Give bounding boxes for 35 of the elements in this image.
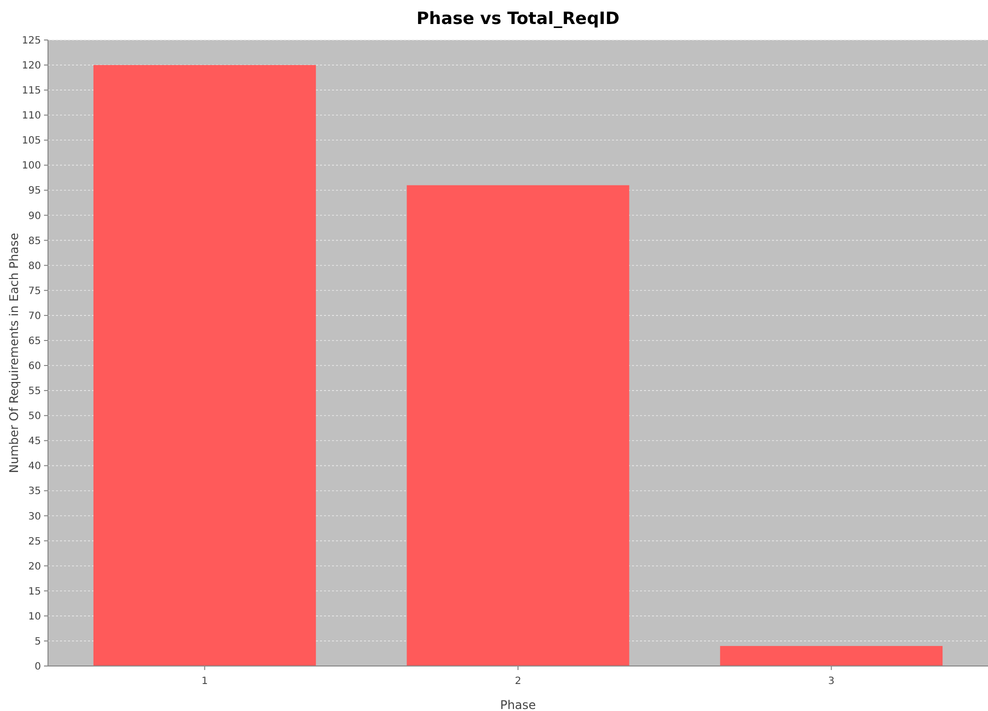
y-tick-label: 85 xyxy=(28,236,41,247)
y-tick-label: 100 xyxy=(22,160,41,172)
y-tick-label: 80 xyxy=(28,260,41,272)
y-tick-label: 30 xyxy=(28,511,41,522)
y-tick-label: 65 xyxy=(28,336,41,347)
y-tick-label: 5 xyxy=(34,636,41,648)
x-axis-title: Phase xyxy=(500,698,536,711)
y-tick-label: 75 xyxy=(28,286,41,297)
y-axis-title: Number Of Requirements in Each Phase xyxy=(7,232,21,474)
y-tick-label: 115 xyxy=(22,86,41,97)
y-tick-label: 125 xyxy=(22,36,41,46)
y-tick-label: 25 xyxy=(28,536,41,548)
y-tick-label: 50 xyxy=(28,411,41,422)
y-tick-label: 70 xyxy=(28,310,41,322)
y-tick-label: 35 xyxy=(28,486,41,498)
bar xyxy=(406,185,630,666)
x-tick-label: 1 xyxy=(201,676,208,687)
y-tick-label: 110 xyxy=(22,110,41,122)
y-tick-label: 0 xyxy=(34,662,41,672)
y-tick-label: 45 xyxy=(28,436,41,448)
y-tick-label: 20 xyxy=(28,561,41,572)
y-tick-label: 40 xyxy=(28,461,41,472)
x-tick-label: 2 xyxy=(514,676,522,687)
y-tick-label: 90 xyxy=(28,210,41,222)
y-tick-label: 105 xyxy=(22,136,41,147)
y-tick-label: 95 xyxy=(28,186,41,197)
y-tick-label: 15 xyxy=(28,586,41,598)
y-tick-label: 60 xyxy=(28,361,41,372)
bar xyxy=(93,65,316,666)
x-tick-label: 3 xyxy=(828,676,835,687)
y-tick-label: 120 xyxy=(22,60,41,72)
y-tick-label: 55 xyxy=(28,386,41,398)
bar xyxy=(720,646,943,666)
y-tick-label: 10 xyxy=(28,611,41,622)
chart-title: Phase vs Total_ReqID xyxy=(416,9,620,29)
